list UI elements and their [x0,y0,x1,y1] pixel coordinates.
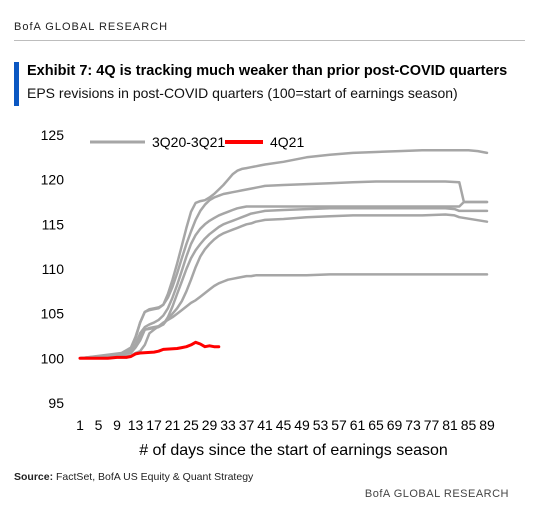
x-tick-label: 29 [202,417,218,433]
x-tick-label: 61 [350,417,366,433]
y-tick-label: 115 [42,216,65,232]
x-tick-label: 73 [405,417,421,433]
title-accent-bar [14,62,19,106]
x-tick-label: 37 [239,417,255,433]
series-line-3q20-3q21-6 [78,148,489,360]
series-line-3q20-3q21-4 [78,200,489,360]
x-tick-label: 77 [424,417,440,433]
source-text: FactSet, BofA US Equity & Quant Strategy [56,471,254,483]
exhibit-subtitle: EPS revisions in post-COVID quarters (10… [27,85,458,101]
x-tick-label: 5 [95,417,103,433]
x-tick-label: 9 [113,417,121,433]
x-tick-label: 25 [183,417,199,433]
legend: 3Q20-3Q21 4Q21 [90,134,304,150]
y-tick-label: 120 [41,172,65,188]
source-label: Source: [14,471,54,483]
legend-label-3q20-3q21: 3Q20-3Q21 [152,134,225,150]
x-axis-label: # of days since the start of earnings se… [139,442,448,459]
x-tick-label: 69 [387,417,403,433]
x-tick-label: 49 [294,417,310,433]
series-line-3q20-3q21-3 [78,207,489,360]
x-tick-label: 57 [331,417,347,433]
x-tick-label: 89 [479,417,495,433]
y-tick-label: 125 [41,127,65,143]
brand-header: BofA GLOBAL RESEARCH [14,21,169,33]
x-tick-label: 65 [368,417,384,433]
legend-label-4q21: 4Q21 [270,134,304,150]
x-tick-label: 33 [220,417,236,433]
x-tick-label: 85 [461,417,477,433]
x-tick-label: 21 [165,417,181,433]
header-divider [14,40,525,41]
x-tick-label: 53 [313,417,329,433]
y-tick-label: 100 [41,350,65,366]
y-tick-label: 95 [48,395,64,411]
x-tick-label: 17 [146,417,162,433]
series-line-3q20-3q21-1 [78,273,489,360]
series-line-4q21 [78,340,221,360]
x-tick-label: 1 [76,417,84,433]
x-tick-label: 45 [276,417,292,433]
brand-footer: BofA GLOBAL RESEARCH [364,488,509,500]
y-tick-label: 105 [41,306,65,322]
x-tick-label: 41 [257,417,273,433]
source-note: Source: FactSet, BofA US Equity & Quant … [14,471,253,483]
exhibit-title: Exhibit 7: 4Q is tracking much weaker th… [27,63,508,79]
series-layer [78,148,489,360]
y-tick-label: 110 [42,261,65,277]
x-tick-label: 81 [442,417,458,433]
x-tick-label: 13 [128,417,144,433]
